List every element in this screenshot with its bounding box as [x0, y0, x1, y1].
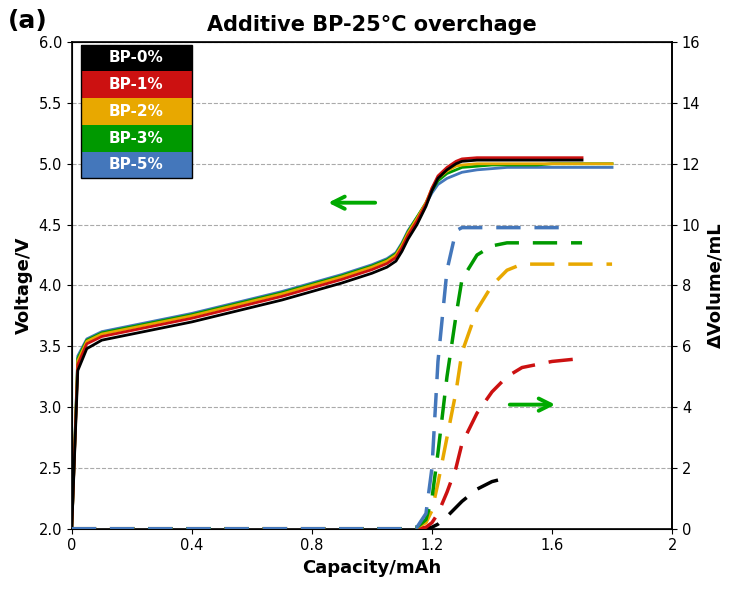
- Text: BP-0%: BP-0%: [109, 50, 163, 66]
- FancyBboxPatch shape: [81, 125, 192, 152]
- FancyBboxPatch shape: [81, 71, 192, 98]
- X-axis label: Capacity/mAh: Capacity/mAh: [302, 559, 442, 577]
- FancyBboxPatch shape: [81, 152, 192, 178]
- FancyBboxPatch shape: [81, 44, 192, 71]
- Text: BP-5%: BP-5%: [109, 157, 163, 172]
- Text: BP-1%: BP-1%: [109, 77, 163, 92]
- Title: Additive BP-25°C overchage: Additive BP-25°C overchage: [207, 15, 537, 35]
- FancyBboxPatch shape: [81, 98, 192, 125]
- Y-axis label: Voltage/V: Voltage/V: [15, 237, 33, 334]
- Text: BP-2%: BP-2%: [109, 104, 164, 119]
- Y-axis label: ΔVolume/mL: ΔVolume/mL: [706, 223, 724, 348]
- Text: (a): (a): [7, 9, 47, 33]
- Text: BP-3%: BP-3%: [109, 131, 163, 146]
